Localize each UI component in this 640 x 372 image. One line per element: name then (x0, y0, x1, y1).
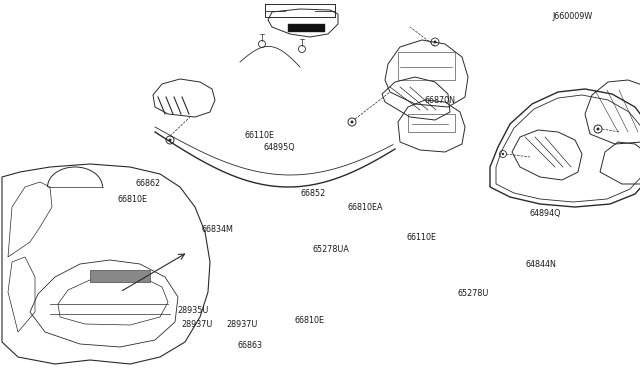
Text: 66810E: 66810E (295, 316, 324, 325)
Circle shape (502, 153, 504, 155)
Text: 66863: 66863 (237, 341, 262, 350)
Text: 66110E: 66110E (406, 233, 436, 242)
Text: J660009W: J660009W (553, 12, 593, 21)
Text: 64895Q: 64895Q (263, 143, 295, 152)
Text: 66862: 66862 (136, 179, 161, 188)
Circle shape (351, 121, 353, 124)
Text: 28937U: 28937U (226, 320, 258, 329)
Text: 28935U: 28935U (177, 306, 209, 315)
Polygon shape (90, 270, 150, 282)
Text: 64844N: 64844N (525, 260, 556, 269)
Text: 65278UA: 65278UA (312, 245, 349, 254)
Circle shape (433, 41, 436, 44)
Circle shape (168, 138, 172, 141)
Text: 66852: 66852 (300, 189, 326, 198)
Text: 66810E: 66810E (118, 195, 147, 203)
Text: 66870N: 66870N (425, 96, 456, 105)
Text: 64894Q: 64894Q (529, 209, 561, 218)
Text: 66110E: 66110E (244, 131, 274, 140)
Text: 66810EA: 66810EA (348, 203, 383, 212)
Polygon shape (288, 24, 325, 32)
Text: 66834M: 66834M (202, 225, 234, 234)
Circle shape (596, 128, 600, 131)
Text: 28937U: 28937U (181, 320, 213, 329)
Text: 65278U: 65278U (458, 289, 490, 298)
